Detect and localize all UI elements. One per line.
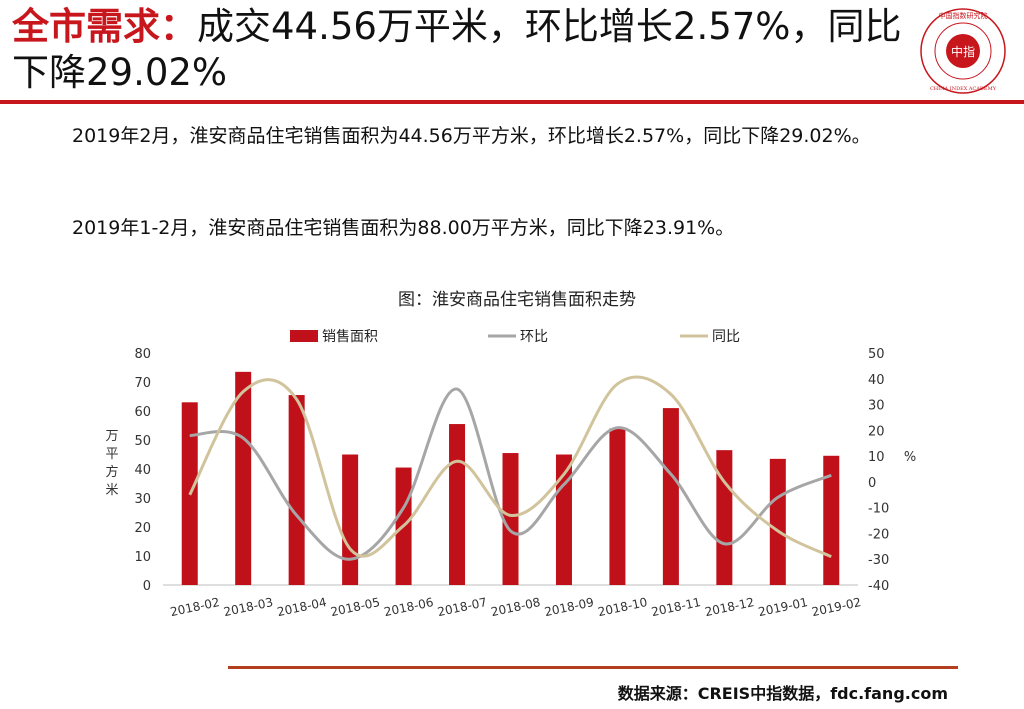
y2-tick-label: 30 [868, 399, 885, 414]
svg-text:CHINA INDEX ACADEMY: CHINA INDEX ACADEMY [930, 86, 997, 92]
bar-2018-12 [716, 450, 733, 585]
x-tick-label: 2018-03 [222, 595, 274, 619]
legend-label: 销售面积 [322, 329, 378, 345]
legend-swatch [290, 330, 318, 342]
chart-legend: 销售面积 环比 同比 [290, 329, 740, 345]
y-tick-label: 10 [134, 550, 151, 565]
y-tick-label: 50 [134, 434, 151, 449]
title-keyword: 全市需求： [12, 5, 197, 48]
bar-2018-10 [609, 428, 626, 585]
chart-title: 图：淮安商品住宅销售面积走势 [398, 290, 636, 310]
x-tick-label: 2018-12 [704, 595, 756, 619]
bar-2019-02 [823, 455, 840, 585]
x-axis-labels: 2018-02 2018-03 2018-04 2018-05 2018-06 2018-… [169, 595, 862, 619]
summary-paragraph-2: 2019年1-2月，淮安商品住宅销售面积为88.00万平方米，同比下降23.91… [72, 217, 735, 239]
bar-2019-01 [769, 458, 786, 585]
y2-tick-label: 10 [868, 450, 885, 465]
y2-tick-label: 40 [868, 373, 885, 388]
y-tick-label: 60 [134, 405, 151, 420]
y2-axis-title: % [904, 450, 916, 465]
y2-tick-label: -20 [868, 527, 889, 542]
y-axis-title-char: 方 [105, 464, 118, 480]
y2-tick-label: 0 [868, 476, 876, 491]
y-tick-label: 30 [134, 492, 151, 507]
bar-2018-07 [449, 424, 466, 585]
summary-paragraph-1: 2019年2月，淮安商品住宅销售面积为44.56万平方米，环比增长2.57%，同… [72, 125, 871, 147]
y-tick-label: 70 [134, 376, 151, 391]
y2-tick-label: -10 [868, 502, 889, 517]
x-tick-label: 2018-02 [169, 595, 221, 619]
bar-2018-03 [235, 371, 252, 585]
china-index-academy-logo: 中指 中国指数研究院 CHINA INDEX ACADEMY [920, 8, 1006, 94]
svg-text:中国指数研究院: 中国指数研究院 [939, 11, 988, 20]
x-tick-label: 2018-09 [543, 595, 595, 619]
bar-2018-08 [502, 453, 519, 585]
y2-tick-label: -40 [868, 579, 889, 594]
y2-tick-label: 20 [868, 424, 885, 439]
line-环比 [189, 387, 832, 561]
x-tick-label: 2018-05 [329, 595, 381, 619]
page-title: 全市需求：成交44.56万平米，环比增长2.57%，同比下降29.02% [12, 4, 912, 96]
x-tick-label: 2018-11 [650, 595, 702, 619]
bar-2018-11 [662, 408, 679, 585]
x-tick-label: 2019-02 [810, 595, 862, 619]
line-同比 [188, 375, 832, 559]
x-tick-label: 2019-01 [757, 595, 809, 619]
header-divider [0, 100, 1024, 104]
line-series [188, 375, 832, 561]
bar-series [181, 371, 840, 585]
y2-tick-label: -30 [868, 553, 889, 568]
x-tick-label: 2018-10 [597, 595, 649, 619]
legend-label: 环比 [520, 329, 548, 345]
legend-label: 同比 [712, 329, 740, 345]
y-tick-label: 20 [134, 521, 151, 536]
footer-divider [228, 666, 958, 669]
y-tick-label: 0 [143, 579, 151, 594]
bar-2018-05 [342, 454, 359, 585]
x-tick-label: 2018-08 [490, 595, 542, 619]
title-text: 成交44.56万平米，环比增长2.57%，同比下降29.02% [12, 5, 902, 94]
x-tick-label: 2018-07 [436, 595, 488, 619]
x-tick-label: 2018-04 [276, 595, 328, 619]
bar-2018-04 [288, 395, 305, 585]
y-axis-title-char: 万 [105, 429, 118, 444]
y2-tick-label: 50 [868, 347, 885, 362]
data-source: 数据来源：CREIS中指数据，fdc.fang.com [617, 684, 948, 703]
y-tick-label: 40 [134, 463, 151, 478]
y-axis-title-char: 米 [105, 483, 118, 498]
svg-text:中指: 中指 [951, 44, 975, 59]
y-axis-title-char: 平 [105, 447, 118, 462]
y-tick-label: 80 [134, 347, 151, 362]
x-tick-label: 2018-06 [383, 595, 435, 619]
